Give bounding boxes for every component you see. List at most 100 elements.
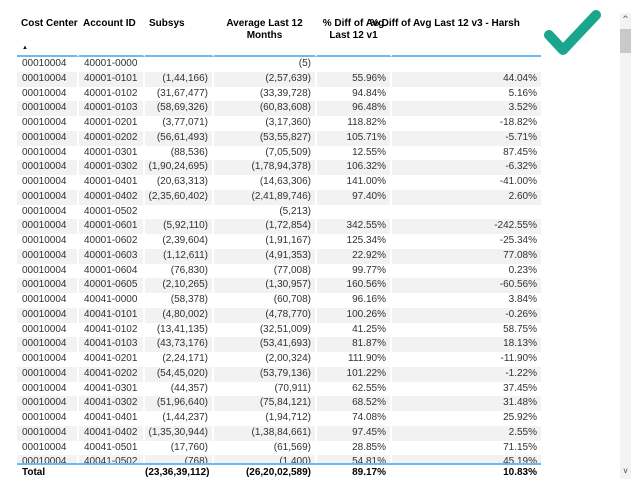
- subsys-cell: [145, 204, 214, 220]
- column-header-label: % Diff of Avg Last 12 v3 - Harsh: [370, 18, 520, 29]
- sort-ascending-icon: ▲: [22, 45, 28, 51]
- account-id-cell: 40001-0402: [79, 189, 145, 205]
- pct-diff-v3-cell: -242.55%: [494, 220, 537, 232]
- total-label: Total: [17, 465, 79, 482]
- account-id-cell: 40001-0000: [79, 57, 145, 72]
- avg-last-12-cell: (1,30,957): [214, 278, 317, 293]
- table-row[interactable]: 00010004 40041-0000 (58,378) (60,708) 96…: [17, 293, 541, 308]
- scroll-down-button[interactable]: v: [623, 466, 628, 475]
- table-row[interactable]: 00010004 40041-0501 (17,760) (61,569) 28…: [17, 440, 541, 456]
- table-row[interactable]: 00010004 40041-0201 (2,24,171) (2,00,324…: [17, 352, 541, 367]
- column-header-label: % Diff of Avg Last 12 v1: [322, 18, 385, 41]
- table-row[interactable]: 00010004 40041-0301 (44,357) (70,911) 62…: [17, 381, 541, 397]
- pct-diff-v1-cell: 55.96%: [317, 71, 392, 87]
- table-row[interactable]: 00010004 40001-0601 (5,92,110) (1,72,854…: [17, 219, 541, 234]
- subsys-cell: (54,45,020): [145, 366, 214, 382]
- account-id-cell: 40001-0101: [79, 71, 145, 87]
- subsys-cell: (20,63,313): [145, 175, 214, 190]
- account-id-cell: 40041-0102: [79, 322, 145, 338]
- cost-center-cell: 00010004: [17, 160, 79, 175]
- subsys-cell: (2,35,60,402): [145, 189, 214, 205]
- column-header-subsys[interactable]: Subsys: [145, 12, 214, 57]
- table-row[interactable]: 00010004 40001-0301 (88,536) (7,05,509) …: [17, 145, 541, 161]
- cost-center-cell: 00010004: [17, 425, 79, 441]
- cost-center-cell: 00010004: [17, 130, 79, 146]
- pct-diff-v1-cell: 160.56%: [317, 278, 392, 293]
- pct-diff-v1-cell: [317, 204, 392, 220]
- avg-last-12-cell: (77,008): [214, 263, 317, 279]
- cost-center-cell: 00010004: [17, 234, 79, 249]
- account-id-cell: 40001-0202: [79, 130, 145, 146]
- table-row[interactable]: 00010004 40001-0602 (2,39,604) (1,91,167…: [17, 234, 541, 249]
- table-row[interactable]: 00010004 40041-0402 (1,35,30,944) (1,38,…: [17, 425, 541, 441]
- cost-center-cell: 00010004: [17, 204, 79, 220]
- table-row[interactable]: 00010004 40001-0103 (58,69,326) (60,83,6…: [17, 101, 541, 116]
- table-row[interactable]: 00010004 40001-0102 (31,67,477) (33,39,7…: [17, 86, 541, 102]
- table-row[interactable]: 00010004 40001-0402 (2,35,60,402) (2,41,…: [17, 189, 541, 205]
- subsys-cell: (58,69,326): [145, 101, 214, 116]
- cost-center-cell: 00010004: [17, 175, 79, 190]
- column-header-pct-diff-avg-last-12-v3-harsh[interactable]: % Diff of Avg Last 12 v3 - Harsh: [370, 12, 541, 57]
- cost-center-cell: 00010004: [17, 337, 79, 352]
- table-row[interactable]: 00010004 40041-0502 (768) (1,400) 54.81%…: [17, 455, 541, 463]
- scrollbar-thumb[interactable]: [620, 29, 631, 53]
- cost-center-cell: 00010004: [17, 86, 79, 102]
- pct-diff-v1-cell: 106.32%: [317, 160, 392, 175]
- account-id-cell: 40041-0402: [79, 425, 145, 441]
- table-row[interactable]: 00010004 40041-0202 (54,45,020) (53,79,1…: [17, 366, 541, 382]
- subsys-cell: (2,39,604): [145, 234, 214, 249]
- account-id-cell: 40041-0301: [79, 381, 145, 397]
- table-row[interactable]: 00010004 40001-0401 (20,63,313) (14,63,3…: [17, 175, 541, 190]
- cost-center-cell: 00010004: [17, 116, 79, 131]
- avg-last-12-cell: (14,63,306): [214, 175, 317, 190]
- subsys-cell: (76,830): [145, 263, 214, 279]
- table-row[interactable]: 00010004 40041-0103 (43,73,176) (53,41,6…: [17, 337, 541, 352]
- table-row[interactable]: 00010004 40001-0201 (3,77,071) (3,17,360…: [17, 116, 541, 131]
- table-row[interactable]: 00010004 40001-0302 (1,90,24,695) (1,78,…: [17, 160, 541, 175]
- table-row[interactable]: 00010004 40041-0401 (1,44,237) (1,94,712…: [17, 411, 541, 426]
- avg-last-12-cell: (53,79,136): [214, 366, 317, 382]
- account-id-cell: 40041-0501: [79, 440, 145, 456]
- pct-diff-v3-cell: 5.16%: [508, 87, 537, 99]
- cost-center-cell: 00010004: [17, 145, 79, 161]
- subsys-cell: (1,90,24,695): [145, 160, 214, 175]
- cost-center-cell: 00010004: [17, 440, 79, 456]
- cost-center-cell: 00010004: [17, 455, 79, 463]
- subsys-cell: (4,80,002): [145, 307, 214, 323]
- table-row[interactable]: 00010004 40001-0502 (5,213): [17, 204, 541, 220]
- column-header-average-last-12-months[interactable]: Average Last 12 Months: [214, 12, 317, 57]
- column-header-cost-center[interactable]: Cost Center ▲: [17, 12, 79, 57]
- avg-last-12-cell: (5,213): [214, 204, 317, 220]
- table-row[interactable]: 00010004 40041-0101 (4,80,002) (4,78,770…: [17, 307, 541, 323]
- pct-diff-v1-cell: 74.08%: [317, 411, 392, 426]
- subsys-cell: (1,12,611): [145, 248, 214, 264]
- pct-diff-v3-cell: [392, 57, 541, 72]
- account-id-cell: 40001-0201: [79, 116, 145, 131]
- table-row[interactable]: 00010004 40001-0604 (76,830) (77,008) 99…: [17, 263, 541, 279]
- table-row[interactable]: 00010004 40001-0603 (1,12,611) (4,91,353…: [17, 248, 541, 264]
- column-header-account-id[interactable]: Account ID: [79, 12, 145, 57]
- pct-diff-v1-cell: 125.34%: [317, 234, 392, 249]
- pct-diff-v1-cell: 97.40%: [317, 189, 392, 205]
- pct-diff-v1-cell: 118.82%: [317, 116, 392, 131]
- table-body: 00010004 40001-0000 (5) 00010004 40001-0…: [17, 57, 541, 463]
- scroll-up-button[interactable]: ^: [622, 15, 629, 25]
- total-row: Total (23,36,39,112) (26,20,02,589) 89.1…: [17, 463, 541, 482]
- cost-center-cell: 00010004: [17, 322, 79, 338]
- table-row[interactable]: 00010004 40001-0101 (1,44,166) (2,57,639…: [17, 71, 541, 87]
- table-row[interactable]: 00010004 40041-0302 (51,96,640) (75,84,1…: [17, 396, 541, 411]
- avg-last-12-cell: (1,72,854): [214, 219, 317, 234]
- table-row[interactable]: 00010004 40001-0202 (56,61,493) (53,55,8…: [17, 130, 541, 146]
- table-row[interactable]: 00010004 40041-0102 (13,41,135) (32,51,0…: [17, 322, 541, 338]
- column-header-pct-diff-avg-last-12-v1[interactable]: % Diff of Avg Last 12 v1: [317, 12, 392, 57]
- vertical-scrollbar[interactable]: ^ v: [620, 13, 631, 479]
- pct-diff-v1-cell: 68.52%: [317, 396, 392, 411]
- account-id-cell: 40041-0101: [79, 307, 145, 323]
- subsys-cell: (88,536): [145, 145, 214, 161]
- table-row[interactable]: 00010004 40001-0605 (2,10,265) (1,30,957…: [17, 278, 541, 293]
- column-header-label: Account ID: [83, 18, 136, 29]
- table-row[interactable]: 00010004 40001-0000 (5): [17, 57, 541, 72]
- pct-diff-v1-cell: 22.92%: [317, 248, 392, 264]
- avg-last-12-cell: (33,39,728): [214, 86, 317, 102]
- pct-diff-v3-cell: -1.22%: [505, 367, 537, 379]
